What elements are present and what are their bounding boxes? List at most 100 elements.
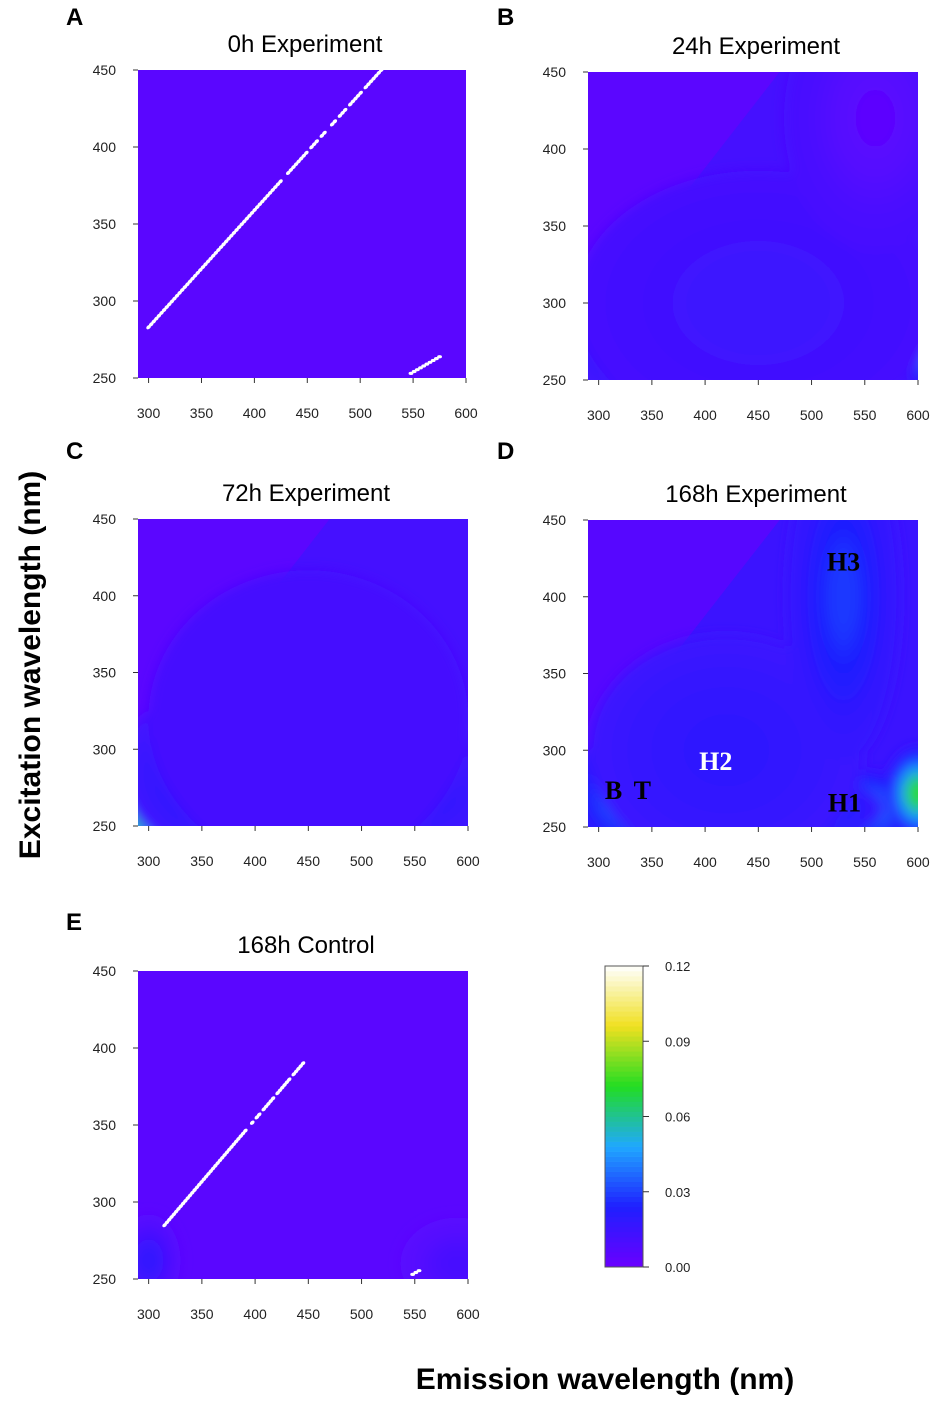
heatmap-area — [88, 519, 518, 867]
heatmap-area — [560, 0, 950, 435]
colorbar-band — [605, 1227, 643, 1232]
colorbar-band — [605, 1001, 643, 1006]
colorbar-band — [605, 1167, 643, 1172]
colorbar-band — [605, 1177, 643, 1182]
intensity-contour — [148, 1260, 150, 1262]
colorbar-band — [605, 1066, 643, 1071]
colorbar-tick-label: 0.06 — [665, 1110, 690, 1125]
y-tick-label: 300 — [543, 295, 567, 311]
x-tick-label: 450 — [747, 854, 771, 870]
x-tick-label: 350 — [640, 407, 664, 423]
y-tick-label: 350 — [543, 666, 567, 682]
x-tick-label: 400 — [243, 405, 267, 421]
y-tick-label: 450 — [543, 512, 567, 528]
y-axis-title: Excitation wavelength (nm) — [14, 471, 47, 859]
x-tick-label: 300 — [587, 854, 611, 870]
x-tick-label: 550 — [403, 1306, 427, 1322]
x-tick-label: 350 — [190, 405, 214, 421]
peak-label-h1: H1 — [828, 788, 861, 817]
panel-d: D168h ExperimentH3H2B T H1300 350 400 450 500 5… — [497, 432, 950, 870]
colorbar-band — [605, 981, 643, 986]
x-tick-label: 550 — [403, 853, 427, 869]
colorbar-band — [605, 1142, 643, 1147]
x-tick-label: 300 — [587, 407, 611, 423]
intensity-contour — [757, 302, 759, 304]
colorbar-band — [605, 1051, 643, 1056]
x-tick-label: 350 — [190, 853, 214, 869]
panel-title: 0h Experiment — [228, 31, 383, 58]
colorbar-tick-label: 0.03 — [665, 1185, 690, 1200]
x-tick-label: 400 — [693, 854, 717, 870]
y-tick-label: 450 — [543, 64, 567, 80]
y-tick-label: 300 — [93, 741, 117, 757]
x-axis-title: Emission wavelength (nm) — [416, 1363, 794, 1396]
colorbar-band — [605, 1016, 643, 1021]
panel-letter: B — [497, 4, 514, 31]
colorbar-band — [605, 1137, 643, 1142]
x-tick-label: 400 — [243, 853, 267, 869]
colorbar-band — [605, 1081, 643, 1086]
x-tick-label: 300 — [137, 853, 161, 869]
panel-title: 168h Control — [237, 932, 374, 959]
colorbar-band — [605, 1041, 643, 1046]
colorbar-band — [605, 1252, 643, 1257]
colorbar-band — [605, 966, 643, 971]
y-tick-label: 450 — [93, 963, 117, 979]
colorbar-band — [605, 1096, 643, 1101]
y-tick-label: 250 — [93, 818, 117, 834]
x-tick-label: 400 — [693, 407, 717, 423]
x-tick-label: 500 — [350, 853, 374, 869]
x-tick-label: 450 — [296, 405, 320, 421]
panel-title: 24h Experiment — [672, 33, 840, 60]
colorbar-band — [605, 1242, 643, 1247]
x-tick-label: 500 — [800, 407, 824, 423]
x-tick-label: 350 — [640, 854, 664, 870]
colorbar-band — [605, 1192, 643, 1197]
colorbar-tick-label: 0.00 — [665, 1260, 690, 1275]
colorbar-band — [605, 1071, 643, 1076]
colorbar-band — [605, 1031, 643, 1036]
colorbar-band — [605, 1212, 643, 1217]
x-tick-label: 500 — [350, 1306, 374, 1322]
colorbar-band — [605, 1127, 643, 1132]
panel-letter: D — [497, 438, 514, 465]
colorbar-band — [605, 1117, 643, 1122]
heatmap-background — [138, 70, 466, 378]
colorbar-band — [605, 1172, 643, 1177]
x-tick-label: 300 — [137, 1306, 161, 1322]
panel-title: 72h Experiment — [222, 480, 390, 507]
peak-label-h2: H2 — [699, 747, 732, 776]
colorbar-band — [605, 1202, 643, 1207]
x-tick-label: 600 — [456, 1306, 480, 1322]
colorbar-band — [605, 1187, 643, 1192]
x-tick-label: 600 — [906, 407, 930, 423]
colorbar-tick-label: 0.09 — [665, 1034, 690, 1049]
colorbar-band — [605, 1011, 643, 1016]
colorbar-band — [605, 1086, 643, 1091]
y-tick-label: 400 — [93, 139, 117, 155]
colorbar-band — [605, 1111, 643, 1116]
intensity-contour — [842, 596, 844, 598]
x-tick-label: 600 — [454, 405, 478, 421]
colorbar-band — [605, 991, 643, 996]
colorbar-band — [605, 1232, 643, 1237]
y-tick-label: 400 — [93, 1040, 117, 1056]
y-tick-label: 300 — [93, 1194, 117, 1210]
colorbar-band — [605, 1152, 643, 1157]
colorbar-band — [605, 1217, 643, 1222]
intensity-contour — [307, 718, 309, 720]
colorbar-band — [605, 1207, 643, 1212]
colorbar-band — [605, 1257, 643, 1262]
x-tick-label: 600 — [906, 854, 930, 870]
colorbar-tick-label: 0.12 — [665, 959, 690, 974]
colorbar-band — [605, 986, 643, 991]
panel-a: A0h Experiment300 350 400 450 500 550 60025030… — [66, 4, 478, 421]
x-tick-label: 450 — [297, 1306, 321, 1322]
y-tick-label: 350 — [93, 1117, 117, 1133]
peak-label-b: B — [605, 776, 622, 805]
y-tick-label: 350 — [543, 218, 567, 234]
x-tick-label: 400 — [243, 1306, 267, 1322]
peak-label-t: T — [634, 776, 651, 805]
panel-letter: C — [66, 438, 83, 465]
colorbar-band — [605, 971, 643, 976]
